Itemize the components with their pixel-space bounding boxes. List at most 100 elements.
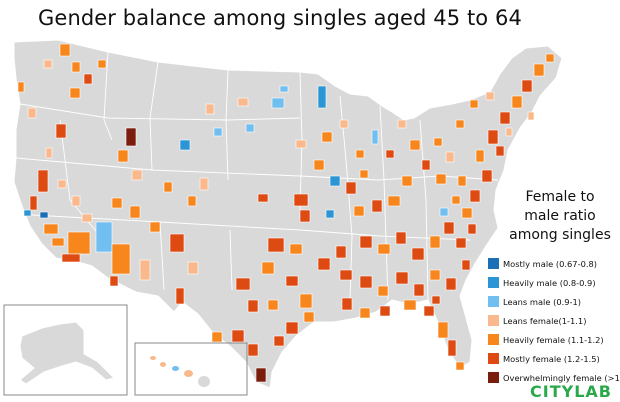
county-patch — [423, 305, 435, 317]
county-patch — [533, 63, 545, 77]
county-patch — [451, 195, 461, 205]
county-patch — [495, 145, 505, 157]
county-patch — [339, 269, 353, 281]
county-patch — [371, 199, 383, 213]
alaska-shape — [19, 321, 115, 385]
county-patch — [377, 285, 389, 297]
county-patch — [527, 111, 535, 121]
hawaii-inset — [134, 342, 248, 396]
county-patch — [247, 343, 259, 357]
county-patch — [455, 361, 465, 371]
county-patch — [443, 221, 455, 235]
county-patch — [485, 91, 495, 101]
county-patch — [163, 181, 173, 193]
county-patch — [317, 85, 327, 109]
county-patch — [295, 139, 307, 149]
county-patch — [447, 339, 457, 357]
legend-heading-line: male ratio — [524, 208, 596, 224]
county-patch — [83, 73, 93, 85]
county-patch — [379, 305, 391, 317]
legend-label: Overwhelmingly female (>1.5) — [503, 372, 620, 383]
brand-wordmark: CITYLAB — [530, 382, 612, 401]
county-patch — [125, 127, 137, 147]
map-title: Gender balance among singles aged 45 to … — [38, 6, 522, 30]
legend-item-mostly-male: Mostly male (0.67-0.8) — [488, 254, 620, 273]
legend-heading-line: among singles — [509, 227, 611, 243]
county-patch — [187, 261, 199, 275]
citylab-logo: CITYLAB — [530, 382, 612, 401]
county-patch — [345, 181, 357, 195]
county-patch — [39, 211, 49, 219]
county-patch — [403, 299, 417, 311]
legend-swatch — [488, 334, 499, 345]
county-patch — [235, 277, 251, 291]
county-patch — [433, 137, 443, 147]
county-patch — [511, 95, 523, 109]
county-patch — [385, 149, 395, 159]
county-patch — [69, 87, 81, 99]
county-patch — [303, 311, 315, 323]
county-patch — [521, 79, 533, 93]
county-patch — [279, 85, 289, 93]
county-patch — [71, 61, 81, 73]
county-patch — [395, 231, 407, 245]
county-patch — [355, 149, 365, 159]
county-patch — [267, 237, 285, 253]
county-patch — [413, 283, 425, 297]
county-patch — [353, 205, 365, 217]
county-patch — [325, 209, 335, 219]
legend-label: Leans male (0.9-1) — [503, 296, 582, 307]
county-patch — [401, 175, 413, 187]
county-patch — [395, 271, 409, 285]
county-patch — [359, 169, 369, 179]
legend-item-heavily-male: Heavily male (0.8-0.9) — [488, 273, 620, 292]
county-patch — [131, 169, 143, 181]
county-patch — [545, 53, 555, 63]
county-patch — [205, 103, 215, 115]
county-patch — [435, 173, 447, 185]
county-patch — [289, 243, 303, 255]
county-patch — [445, 151, 455, 163]
county-patch — [285, 275, 299, 287]
county-patch — [61, 253, 81, 263]
county-patch — [267, 299, 279, 311]
hawaii-island — [160, 362, 166, 367]
county-patch — [271, 97, 285, 109]
legend-item-overwhelmingly-female: Overwhelmingly female (>1.5) — [488, 368, 620, 387]
contiguous-us-landmass — [13, 39, 563, 389]
county-patch — [285, 321, 299, 335]
county-patch — [109, 275, 119, 287]
county-patch — [341, 297, 353, 311]
county-patch — [43, 223, 59, 235]
county-patch — [29, 195, 38, 211]
county-patch — [359, 235, 373, 249]
county-patch — [339, 119, 349, 129]
county-patch — [111, 243, 131, 275]
county-patch — [461, 259, 471, 271]
county-patch — [371, 129, 379, 145]
legend-heading-line: Female to — [525, 189, 595, 205]
county-patch — [411, 247, 425, 261]
county-patch — [335, 245, 347, 259]
county-patch — [409, 139, 421, 151]
county-patch — [481, 169, 493, 183]
county-patch — [149, 221, 161, 233]
county-patch — [455, 119, 465, 129]
county-patch — [211, 331, 223, 343]
county-patch — [257, 193, 269, 203]
county-patch — [169, 233, 185, 253]
alaska-inset — [3, 304, 128, 396]
legend-label: Heavily male (0.8-0.9) — [503, 277, 596, 288]
legend-swatch — [488, 372, 499, 383]
county-patch — [429, 235, 441, 249]
legend-item-mostly-female: Mostly female (1.2-1.5) — [488, 349, 620, 368]
county-patch — [329, 175, 341, 187]
county-patch — [51, 237, 65, 247]
county-patch — [469, 99, 479, 109]
county-patch — [261, 261, 275, 275]
county-patch — [199, 177, 209, 191]
county-patch — [317, 257, 331, 271]
county-patch — [129, 205, 141, 219]
legend-label: Leans female(1-1.1) — [503, 315, 587, 326]
